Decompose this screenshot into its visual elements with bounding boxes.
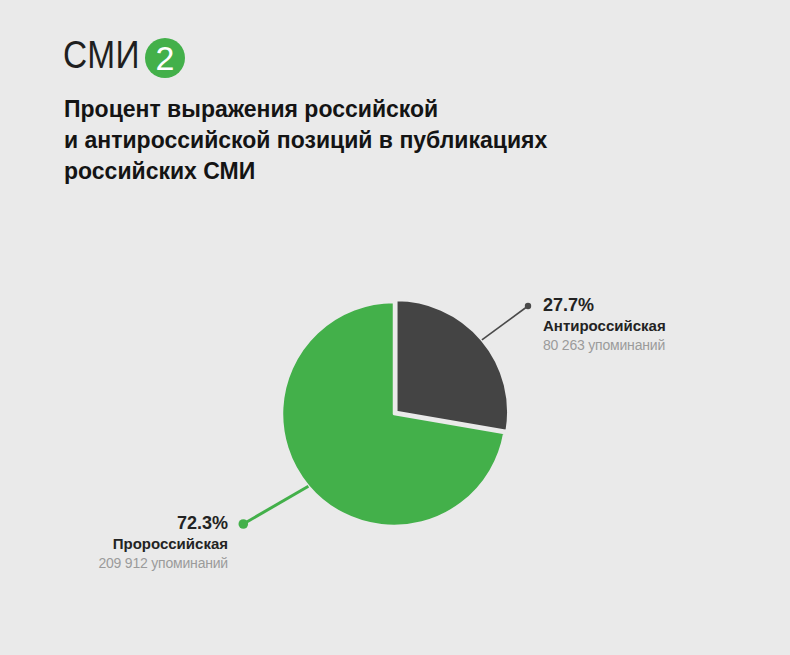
antirussian-percent: 27.7% [543, 295, 666, 315]
prorussian-leader-line [243, 486, 308, 524]
antirussian-label: Антироссийская [543, 318, 666, 334]
prorussian-dot [239, 519, 249, 529]
antirussian-mentions: 80 263 упоминаний [543, 337, 666, 353]
pie-slice-antirussian [396, 300, 508, 431]
antirussian-leader-line [482, 306, 528, 340]
callout-antirussian: 27.7% Антироссийская 80 263 упоминаний [543, 295, 666, 353]
antirussian-dot [525, 303, 531, 309]
prorussian-percent: 72.3% [98, 513, 228, 533]
prorussian-mentions: 209 912 упоминаний [98, 555, 228, 571]
callout-prorussian: 72.3% Пророссийская 209 912 упоминаний [98, 513, 228, 571]
prorussian-label: Пророссийская [98, 536, 228, 552]
